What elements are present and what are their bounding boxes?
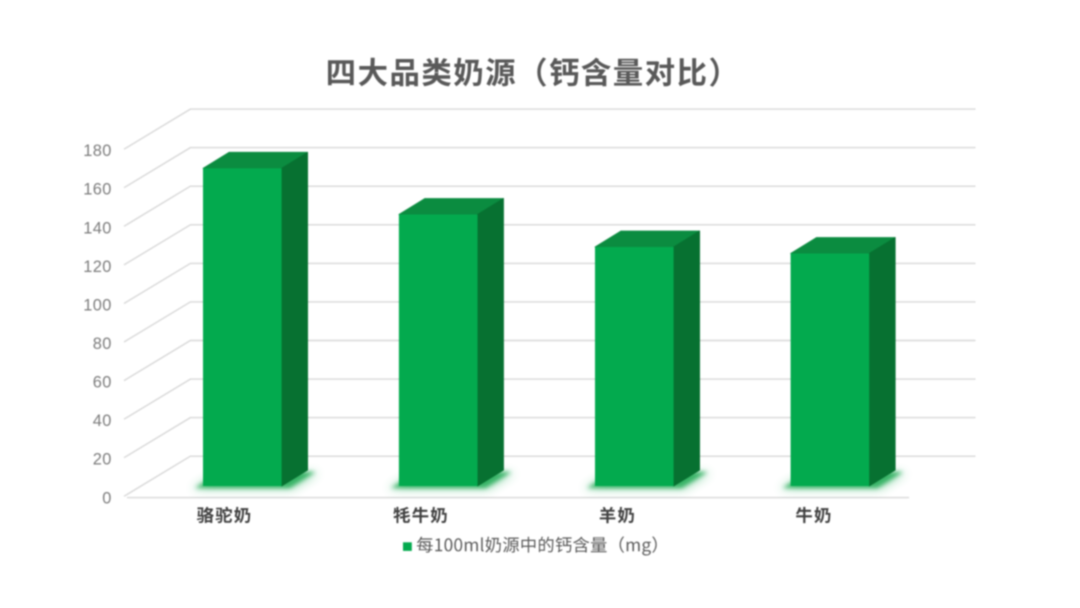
svg-text:60: 60: [93, 374, 112, 392]
svg-text:80: 80: [93, 335, 112, 353]
svg-text:160: 160: [83, 181, 112, 199]
svg-text:180: 180: [83, 142, 112, 160]
svg-text:40: 40: [93, 412, 112, 430]
svg-text:100: 100: [83, 297, 112, 315]
svg-text:120: 120: [83, 258, 112, 276]
svg-text:0: 0: [102, 489, 112, 507]
svg-text:140: 140: [83, 219, 112, 237]
svg-text:20: 20: [93, 451, 112, 469]
